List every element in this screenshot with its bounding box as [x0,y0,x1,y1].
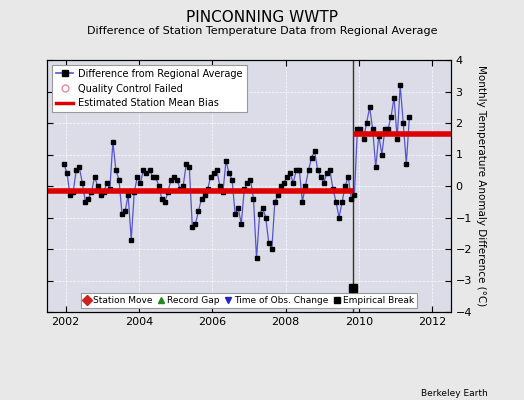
Y-axis label: Monthly Temperature Anomaly Difference (°C): Monthly Temperature Anomaly Difference (… [476,65,486,307]
Legend: Station Move, Record Gap, Time of Obs. Change, Empirical Break: Station Move, Record Gap, Time of Obs. C… [81,293,417,308]
Text: Berkeley Earth: Berkeley Earth [421,389,487,398]
Text: Difference of Station Temperature Data from Regional Average: Difference of Station Temperature Data f… [87,26,437,36]
Text: PINCONNING WWTP: PINCONNING WWTP [186,10,338,25]
